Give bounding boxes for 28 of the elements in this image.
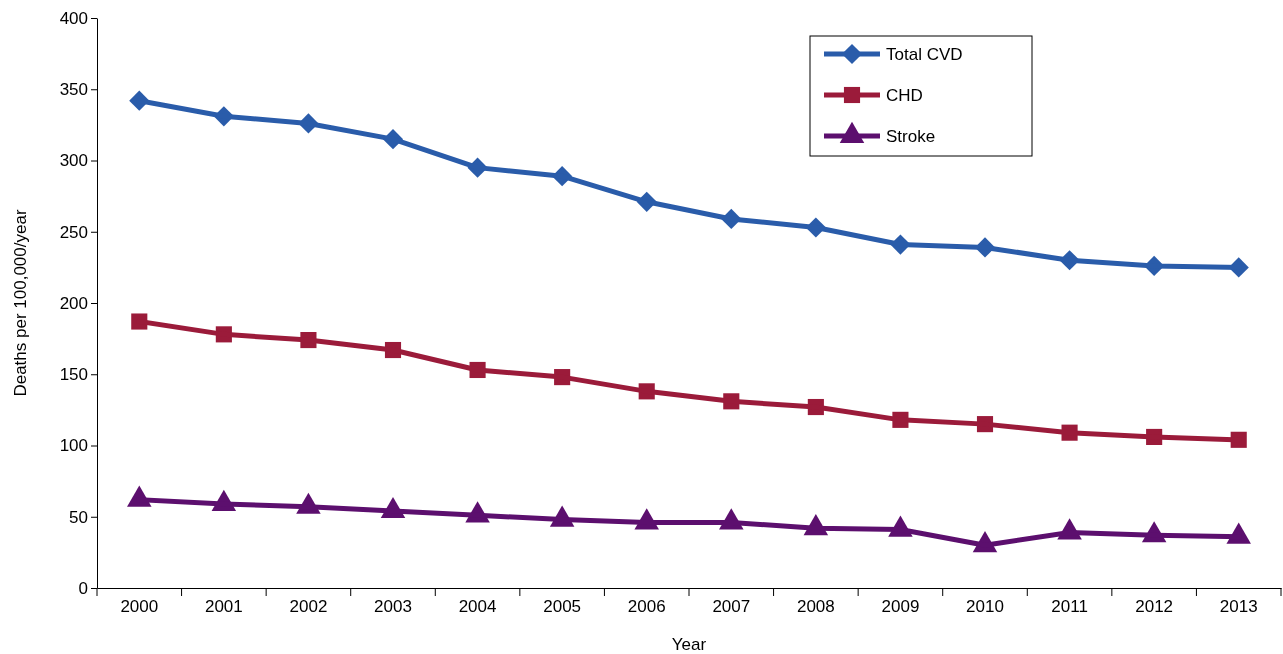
y-tick-label: 0 [78,578,88,598]
y-tick-label: 100 [59,436,88,456]
legend-label: Stroke [886,127,936,146]
x-tick-label: 2012 [1135,597,1174,617]
x-tick-label: 2009 [881,597,920,617]
y-tick-label: 250 [59,222,88,242]
x-tick-label: 2000 [120,597,159,617]
x-tick-label: 2013 [1219,597,1258,617]
x-tick-label: 2008 [796,597,835,617]
y-tick-label: 50 [69,507,88,527]
x-axis-title: Year [671,635,707,654]
legend-label: CHD [886,86,923,105]
x-tick-label: 2011 [1051,597,1088,617]
y-tick-label: 150 [59,365,88,385]
y-tick-label: 300 [59,151,88,171]
y-tick-label: 200 [59,293,88,313]
y-axis-title: Deaths per 100,000/year [11,209,30,397]
legend-label: Total CVD [886,45,963,64]
x-tick-label: 2001 [204,597,243,617]
x-tick-label: 2007 [712,597,751,617]
x-tick-label: 2005 [543,597,582,617]
x-tick-label: 2006 [627,597,666,617]
x-tick-label: 2010 [966,597,1004,617]
x-tick-label: 2004 [458,597,497,617]
x-tick-label: 2003 [374,597,412,617]
y-tick-label: 350 [59,80,88,100]
x-tick-label: 2002 [289,597,328,617]
y-tick-label: 400 [59,8,88,28]
